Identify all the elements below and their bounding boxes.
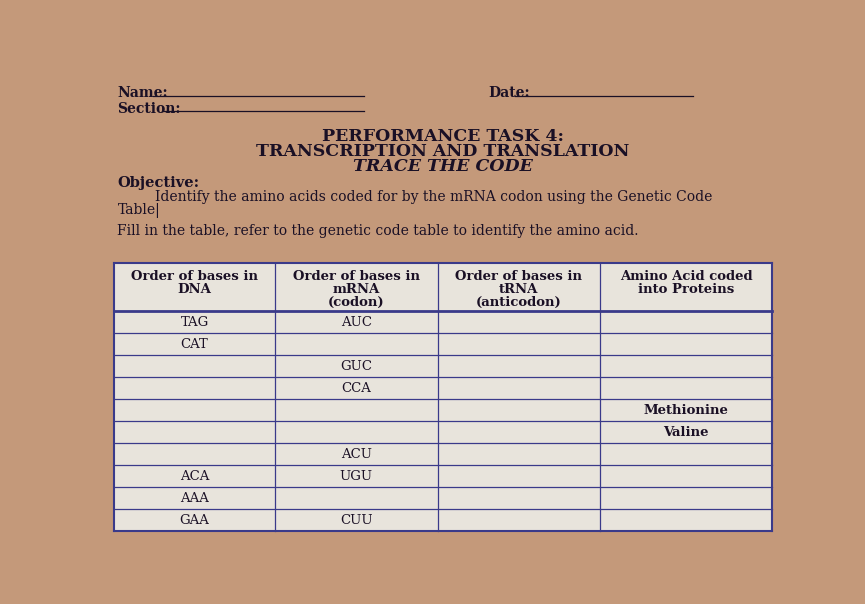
Text: AAA: AAA <box>180 492 209 505</box>
Text: DNA: DNA <box>177 283 211 296</box>
Text: TRACE THE CODE: TRACE THE CODE <box>353 158 533 175</box>
Text: Order of bases in: Order of bases in <box>292 269 420 283</box>
Text: Order of bases in: Order of bases in <box>131 269 258 283</box>
Text: TRANSCRIPTION AND TRANSLATION: TRANSCRIPTION AND TRANSLATION <box>256 143 630 159</box>
Text: ACU: ACU <box>341 448 372 461</box>
Text: PERFORMANCE TASK 4:: PERFORMANCE TASK 4: <box>322 128 564 145</box>
Text: Date:: Date: <box>488 86 529 100</box>
Text: (anticodon): (anticodon) <box>476 296 561 309</box>
Text: Section:: Section: <box>118 101 181 116</box>
Text: CCA: CCA <box>341 382 371 395</box>
Text: Order of bases in: Order of bases in <box>455 269 582 283</box>
Text: tRNA: tRNA <box>499 283 539 296</box>
Text: CUU: CUU <box>340 514 373 527</box>
Text: Valine: Valine <box>663 426 709 439</box>
Text: (codon): (codon) <box>328 296 384 309</box>
Text: CAT: CAT <box>181 338 208 351</box>
Text: Name:: Name: <box>118 86 168 100</box>
Text: Identify the amino acids coded for by the mRNA codon using the Genetic Code: Identify the amino acids coded for by th… <box>155 190 712 204</box>
Text: Methionine: Methionine <box>644 404 728 417</box>
Text: GUC: GUC <box>340 360 372 373</box>
Text: mRNA: mRNA <box>332 283 380 296</box>
Text: UGU: UGU <box>340 470 373 483</box>
Text: into Proteins: into Proteins <box>638 283 734 296</box>
Text: Fill in the table, refer to the genetic code table to identify the amino acid.: Fill in the table, refer to the genetic … <box>118 224 639 238</box>
Text: TAG: TAG <box>181 316 208 329</box>
Bar <box>114 263 772 532</box>
Text: Amino Acid coded: Amino Acid coded <box>620 269 753 283</box>
Text: GAA: GAA <box>180 514 209 527</box>
Text: Objective:: Objective: <box>118 176 200 190</box>
Text: AUC: AUC <box>341 316 372 329</box>
Text: Table|: Table| <box>118 202 160 217</box>
Text: ACA: ACA <box>180 470 209 483</box>
